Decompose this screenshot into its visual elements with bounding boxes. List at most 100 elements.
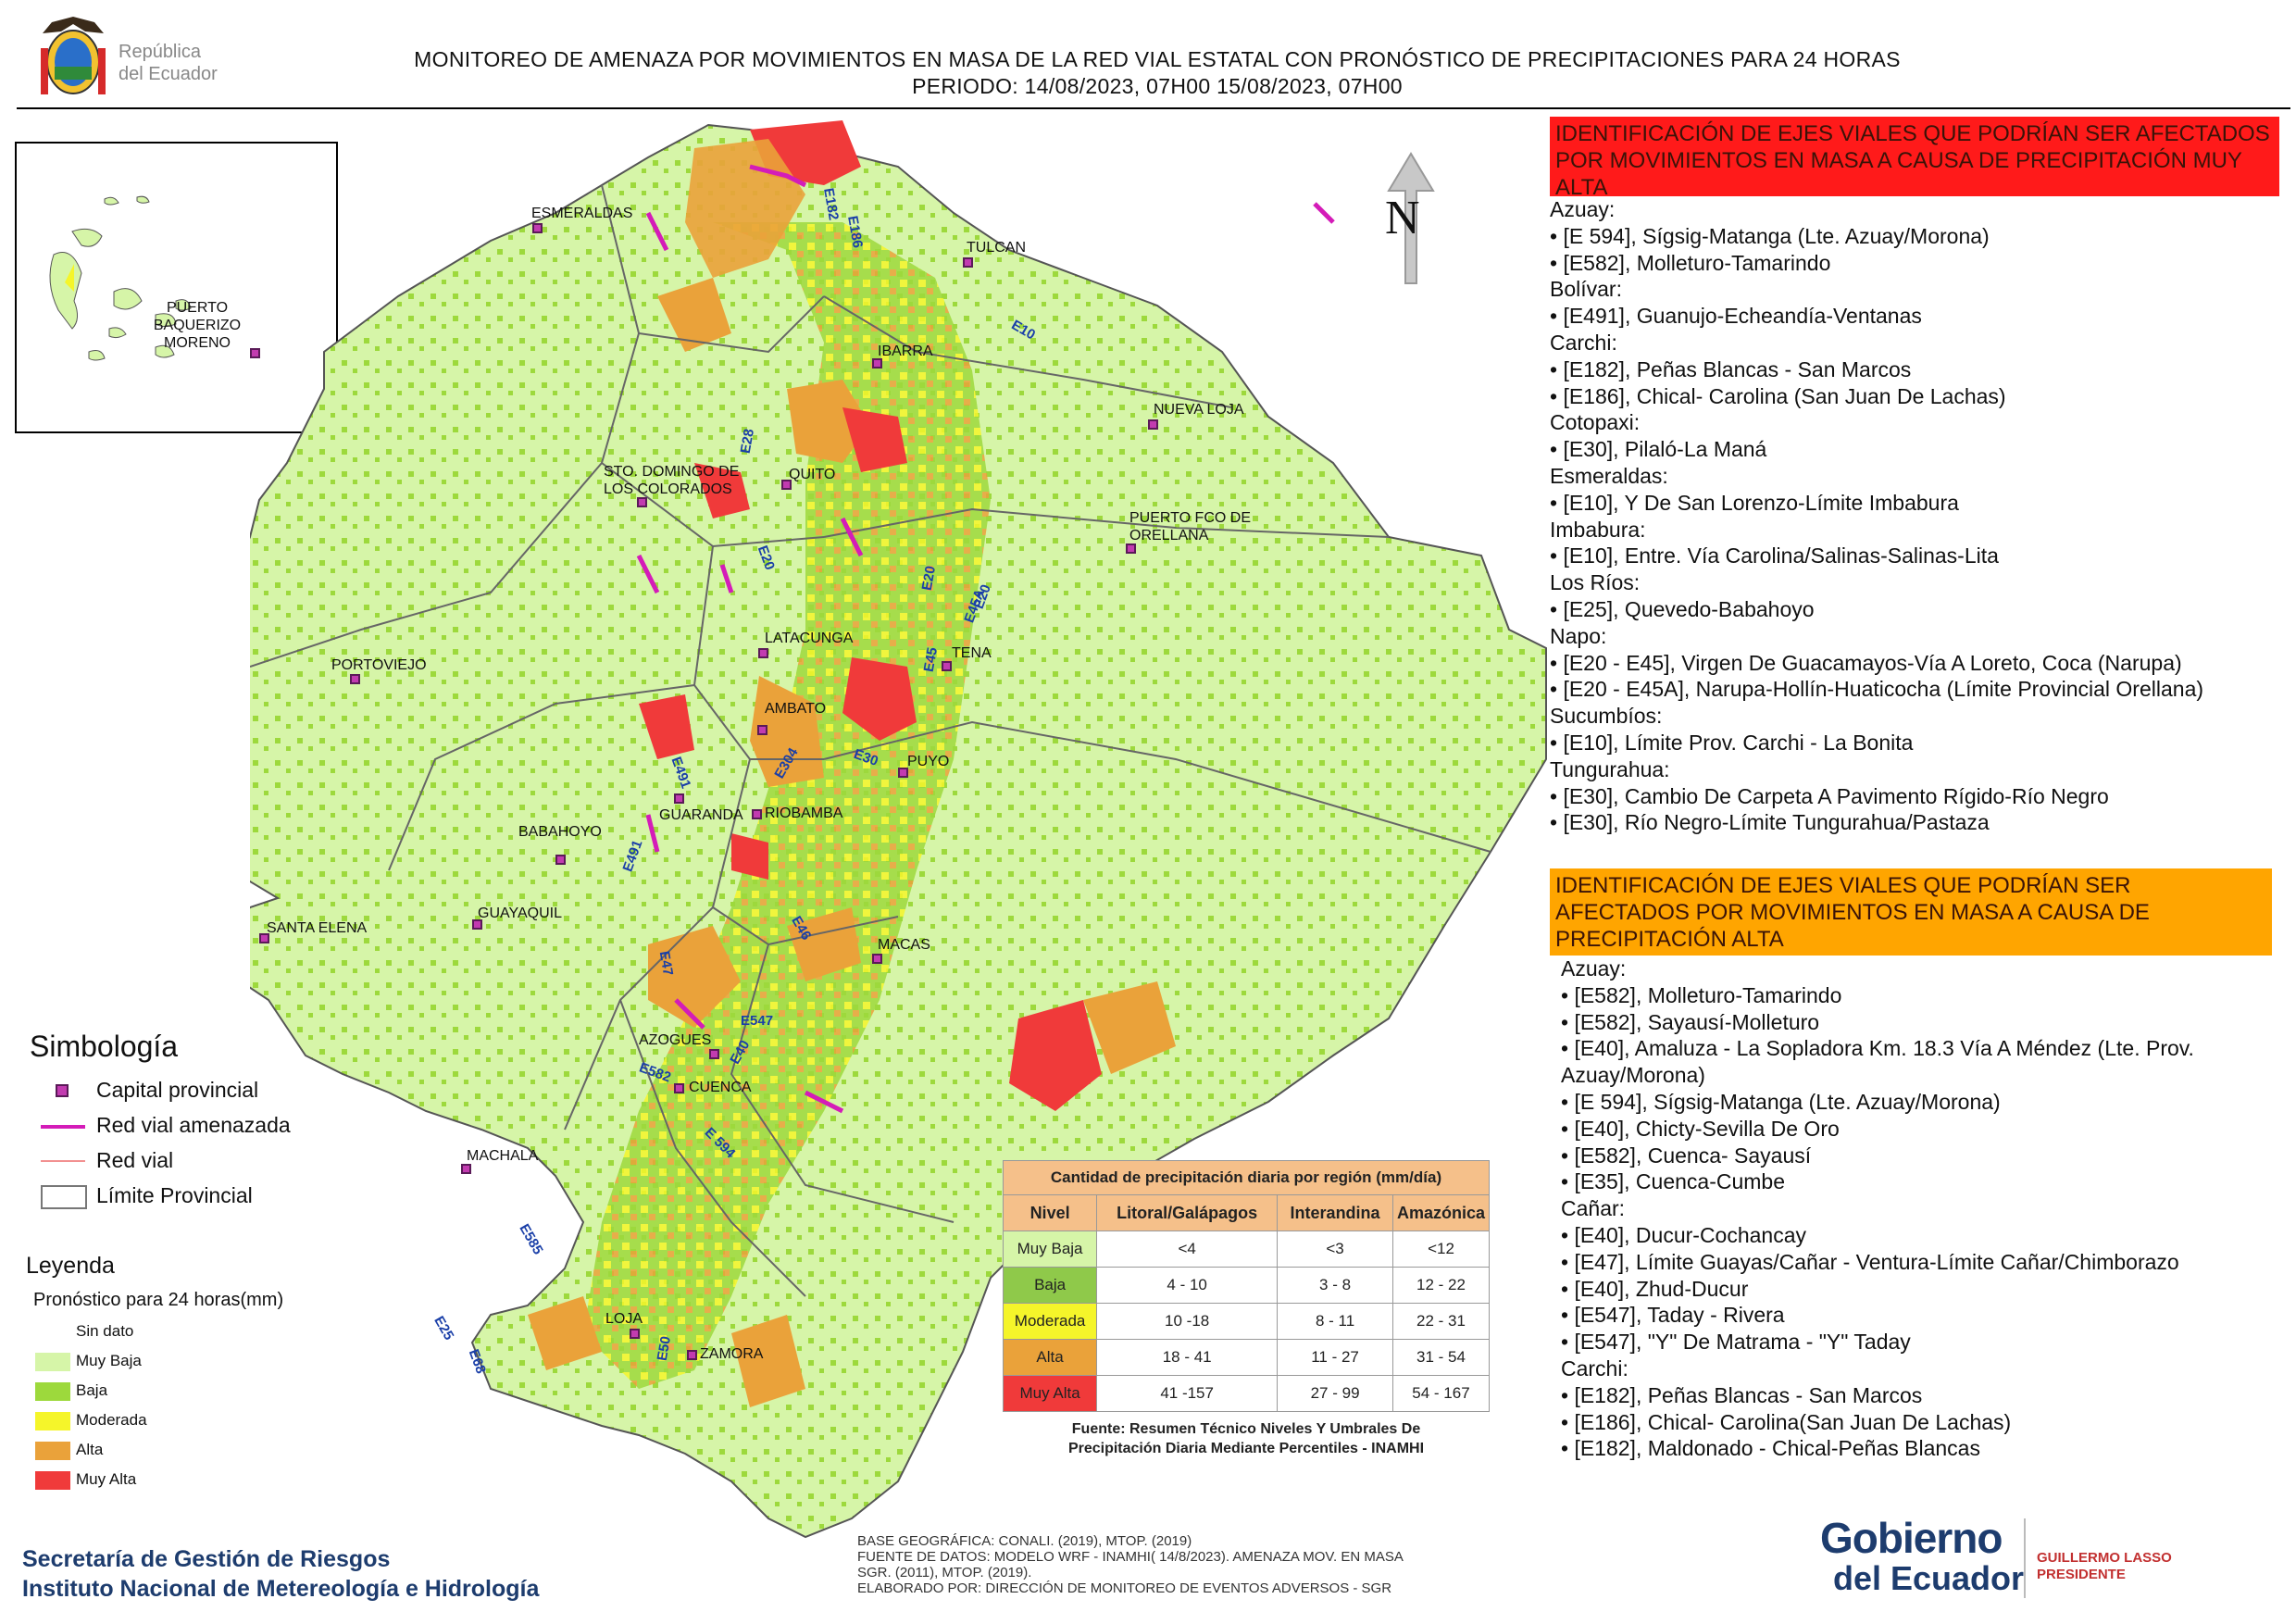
city-label-cuenca: CUENCA <box>689 1080 752 1095</box>
alta-road-list: Azuay: • [E582], Molleturo-Tamarindo • [… <box>1561 956 2194 1462</box>
capital-marker <box>687 1350 697 1360</box>
city-label-puerto-orellana: PUERTO FCO DE ORELLANA <box>1129 510 1251 543</box>
precip-level: Muy Baja <box>1002 1230 1098 1268</box>
ecuador-hazard-map <box>165 111 1565 1560</box>
city-label-riobamba: RIOBAMBA <box>765 806 843 821</box>
legend-swatch <box>35 1382 70 1401</box>
precip-row: Alta 18 - 41 11 - 27 31 - 54 <box>1002 1339 1491 1376</box>
list-item: • [E47], Límite Guayas/Cañar - Ventura-L… <box>1561 1249 2179 1274</box>
list-item: Azuay: <box>1550 197 1616 221</box>
precip-cell: 10 -18 <box>1096 1303 1279 1340</box>
list-item: • [E40], Ducur-Cochancay <box>1561 1222 1807 1247</box>
capital-marker <box>709 1049 719 1059</box>
precipitation-table: Cantidad de precipitación diaria por reg… <box>1002 1160 1491 1458</box>
precip-cell: <12 <box>1391 1230 1491 1268</box>
legend-label: Muy Baja <box>76 1352 142 1369</box>
precip-cell: 27 - 99 <box>1277 1375 1393 1412</box>
list-item: • [E30], Río Negro-Límite Tungurahua/Pas… <box>1550 810 1990 835</box>
north-label: N <box>1385 192 1420 244</box>
capital-marker <box>781 480 792 490</box>
list-item: Azuay/Morona) <box>1561 1063 1705 1088</box>
list-item: • [E20 - E45], Virgen De Guacamayos-Vía … <box>1550 650 2182 675</box>
capital-marker <box>752 809 762 819</box>
precip-cell: 18 - 41 <box>1096 1339 1279 1376</box>
precip-level: Baja <box>1002 1267 1098 1304</box>
capital-marker <box>637 497 647 507</box>
logo-line-2: del Ecuador <box>119 64 218 84</box>
city-label-quito: QUITO <box>789 467 836 482</box>
capital-marker <box>757 725 767 735</box>
city-label-ibarra: IBARRA <box>878 344 933 359</box>
list-item: • [E40], Chicty-Sevilla De Oro <box>1561 1116 1840 1141</box>
list-item: • [E10], Entre. Vía Carolina/Salinas-Sal… <box>1550 543 1999 568</box>
capital-marker <box>674 1083 684 1093</box>
city-label-guayaquil: GUAYAQUIL <box>478 906 562 921</box>
precip-table-source: Fuente: Resumen Técnico Niveles Y Umbral… <box>1003 1419 1490 1458</box>
precip-cell: 22 - 31 <box>1391 1303 1491 1340</box>
legend-swatch <box>35 1323 70 1342</box>
logo-line-1: República <box>119 42 201 62</box>
source-line: FUENTE DE DATOS: MODELO WRF - INAMHI( 14… <box>857 1549 1404 1565</box>
precip-cell: 54 - 167 <box>1391 1375 1491 1412</box>
list-item: Carchi: <box>1550 330 1617 355</box>
list-item: • [E182], Peñas Blancas - San Marcos <box>1550 356 1912 381</box>
legend-swatch <box>35 1412 70 1430</box>
list-item: • [E547], "Y" De Matrama - "Y" Taday <box>1561 1330 1911 1355</box>
coat-of-arms-icon <box>33 11 113 100</box>
header-divider <box>17 107 2290 109</box>
city-label-ambato: AMBATO <box>765 701 827 717</box>
list-item: Azuay: <box>1561 956 1627 981</box>
precip-header: Litoral/Galápagos <box>1096 1194 1279 1231</box>
title-line-2: PERIODO: 14/08/2023, 07H00 15/08/2023, 0… <box>912 74 1403 98</box>
threatened-road-icon <box>41 1125 85 1129</box>
legend-subtitle: Pronóstico para 24 horas(mm) <box>33 1290 284 1310</box>
city-label-puyo: PUYO <box>907 754 950 769</box>
legend-title: Leyenda <box>26 1253 115 1279</box>
logo-divider <box>2024 1518 2026 1598</box>
list-item: Carchi: <box>1561 1355 1628 1380</box>
title-line-1: MONITOREO DE AMENAZA POR MOVIMIENTOS EN … <box>414 47 1901 71</box>
symbology-item: Capital provincial <box>96 1078 259 1102</box>
symbology-item: Red vial <box>96 1148 174 1172</box>
legend-label: Muy Alta <box>76 1470 137 1488</box>
list-item: • [E547], Taday - Rivera <box>1561 1303 1785 1328</box>
symbology-title: Simbología <box>30 1030 179 1063</box>
precip-row: Muy Baja <4 <3 <12 <box>1002 1230 1491 1268</box>
precip-header: Interandina <box>1277 1194 1393 1231</box>
city-label-sto-domingo: STO. DOMINGO DE LOS COLORADOS <box>604 464 740 497</box>
list-item: • [E35], Cuenca-Cumbe <box>1561 1169 1786 1194</box>
list-item: Napo: <box>1550 623 1607 648</box>
muy-alta-panel-header: IDENTIFICACIÓN DE EJES VIALES QUE PODRÍA… <box>1550 117 2279 200</box>
legend-swatch <box>35 1353 70 1371</box>
capital-marker <box>963 257 973 268</box>
precip-cell: 11 - 27 <box>1277 1339 1393 1376</box>
list-item: Los Ríos: <box>1550 570 1641 595</box>
gobierno-logo: Gobierno del Ecuador GUILLERMO LASSO PRE… <box>1820 1513 2209 1605</box>
precip-cell: 8 - 11 <box>1277 1303 1393 1340</box>
list-item: • [E10], Límite Prov. Carchi - La Bonita <box>1550 730 1914 755</box>
precip-table-title: Cantidad de precipitación diaria por reg… <box>1003 1160 1490 1195</box>
precip-header: Nivel <box>1002 1194 1098 1231</box>
list-item: • [E582], Molleturo-Tamarindo <box>1561 982 1842 1007</box>
capital-marker <box>872 954 882 964</box>
source-line: ELABORADO POR: DIRECCIÓN DE MONITOREO DE… <box>857 1580 1392 1596</box>
precip-cell: 12 - 22 <box>1391 1267 1491 1304</box>
capital-marker <box>898 768 908 778</box>
republic-logo-text: República del Ecuador <box>119 41 218 85</box>
capital-marker <box>532 223 543 233</box>
page-title: MONITOREO DE AMENAZA POR MOVIMIENTOS EN … <box>231 46 2083 100</box>
capital-marker <box>1148 419 1158 430</box>
precip-row: Baja 4 - 10 3 - 8 12 - 22 <box>1002 1267 1491 1304</box>
source-line: SGR. (2011), MTOP. (2019). <box>857 1565 1032 1580</box>
capital-marker <box>1126 543 1136 554</box>
gobierno-logo-line1: Gobierno <box>1820 1514 2003 1562</box>
city-label-esmeraldas: ESMERALDAS <box>531 206 633 221</box>
list-item: • [E 594], Sígsig-Matanga (Lte. Azuay/Mo… <box>1561 1089 2001 1114</box>
president-name: GUILLERMO LASSO <box>2037 1550 2172 1566</box>
capital-marker <box>350 674 360 684</box>
city-label-babahoyo: BABAHOYO <box>518 824 602 840</box>
legend-label: Alta <box>76 1441 104 1458</box>
city-label-macas: MACAS <box>878 937 930 953</box>
city-label-loja: LOJA <box>605 1311 643 1327</box>
capital-marker <box>674 793 684 804</box>
